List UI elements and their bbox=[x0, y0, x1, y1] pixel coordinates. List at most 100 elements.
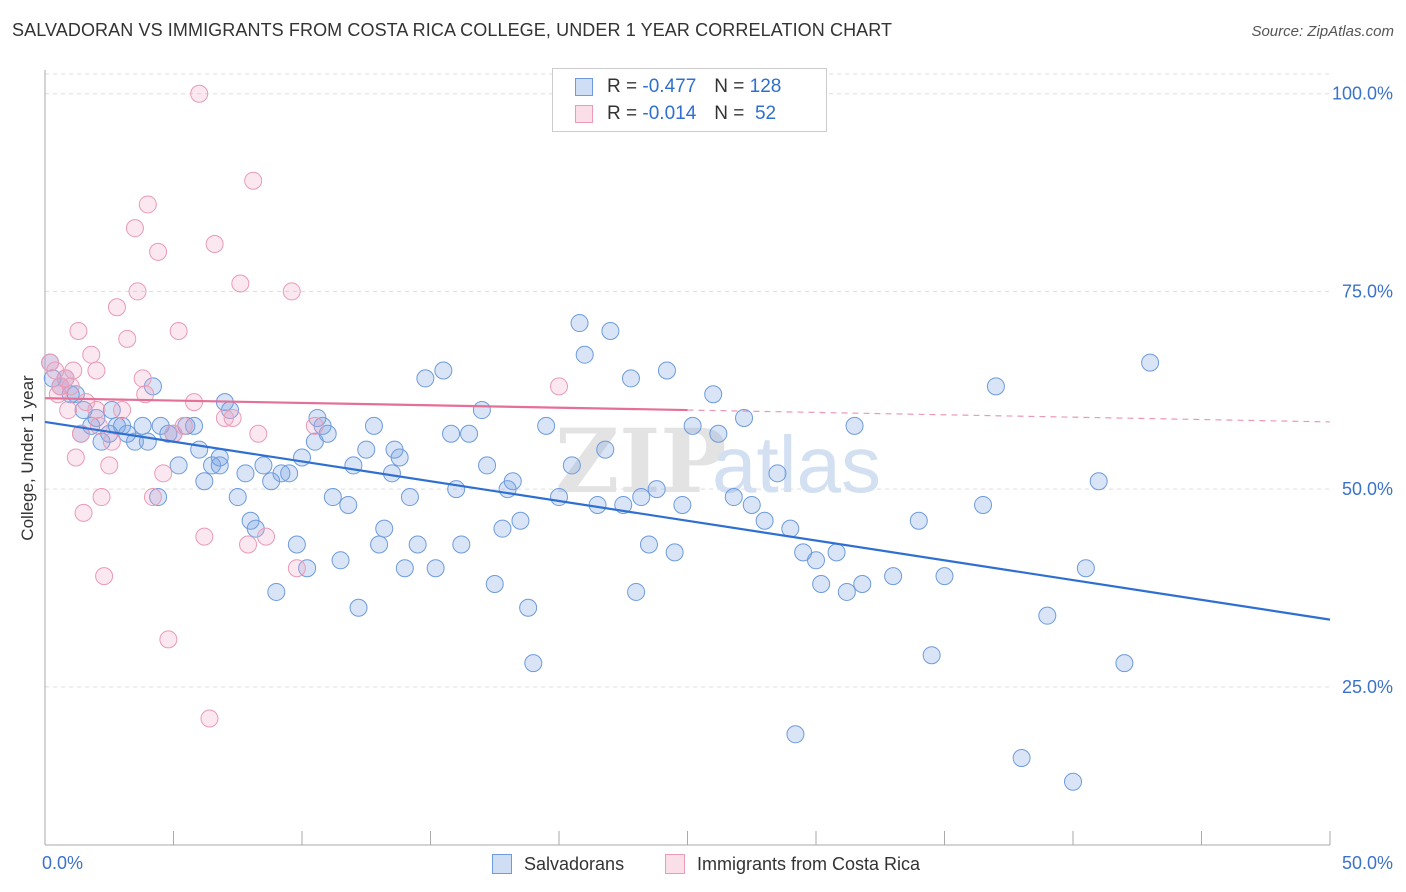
salvadoran-trend-line bbox=[44, 420, 1331, 621]
costa-rica-point bbox=[190, 84, 209, 103]
salvadoran-point bbox=[503, 472, 522, 491]
salvadoran-point bbox=[149, 488, 168, 507]
salvadoran-point bbox=[210, 448, 229, 467]
costa-rica-point bbox=[143, 488, 162, 507]
watermark-atlas: atlas bbox=[712, 420, 881, 509]
costa-rica-point bbox=[239, 535, 258, 554]
salvadoran-point bbox=[452, 535, 471, 554]
salvadoran-point bbox=[133, 416, 152, 435]
legend-row-costa-rica: R = -0.014 N = 52 bbox=[575, 101, 776, 127]
costa-rica-point bbox=[136, 385, 155, 404]
costa-rica-point bbox=[107, 298, 126, 317]
costa-rica-point bbox=[154, 464, 173, 483]
salvadoran-point bbox=[884, 567, 903, 586]
salvadoran-point bbox=[742, 495, 761, 514]
salvadoran-point bbox=[169, 456, 188, 475]
costa-rica-point bbox=[244, 171, 263, 190]
bottom-legend-swatch-blue bbox=[492, 854, 512, 874]
costa-rica-point bbox=[174, 416, 193, 435]
costa-rica-point bbox=[74, 503, 93, 522]
salvadoran-point bbox=[632, 488, 651, 507]
costa-rica-point bbox=[125, 219, 144, 238]
salvadoran-point bbox=[1089, 472, 1108, 491]
salvadoran-point bbox=[426, 559, 445, 578]
salvadoran-point bbox=[601, 321, 620, 340]
y-tick-label: 25.0% bbox=[1342, 677, 1393, 697]
salvadoran-point bbox=[519, 598, 538, 617]
costa-rica-point bbox=[113, 401, 132, 420]
salvadoran-point bbox=[986, 377, 1005, 396]
salvadoran-point bbox=[1115, 654, 1134, 673]
salvadoran-point bbox=[1012, 749, 1031, 768]
legend-swatch-blue bbox=[575, 78, 593, 96]
legend-r-label: R = bbox=[607, 76, 638, 97]
salvadoran-point bbox=[254, 456, 273, 475]
salvadoran-point bbox=[236, 464, 255, 483]
salvadoran-point bbox=[627, 582, 646, 601]
bottom-legend-costa-rica: Immigrants from Costa Rica bbox=[665, 852, 920, 876]
salvadoran-point bbox=[845, 416, 864, 435]
salvadoran-point bbox=[485, 575, 504, 594]
salvadoran-point bbox=[524, 654, 543, 673]
costa-rica-point bbox=[118, 329, 137, 348]
legend-r-label: R = bbox=[607, 103, 638, 124]
salvadoran-point bbox=[305, 432, 324, 451]
salvadoran-point bbox=[323, 488, 342, 507]
costa-rica-trend-line bbox=[44, 397, 688, 412]
salvadoran-point bbox=[794, 543, 813, 562]
salvadoran-point bbox=[639, 535, 658, 554]
salvadoran-point bbox=[755, 511, 774, 530]
costa-rica-point bbox=[149, 242, 168, 261]
correlation-legend: R = -0.477 N = 128 R = -0.014 N = 52 bbox=[552, 68, 827, 132]
costa-rica-point bbox=[59, 401, 78, 420]
salvadoran-point bbox=[570, 314, 589, 333]
costa-rica-point bbox=[82, 345, 101, 364]
salvadoran-point bbox=[472, 401, 491, 420]
salvadoran-point bbox=[151, 416, 170, 435]
costa-rica-point bbox=[282, 282, 301, 301]
x-tick-label-max: 50.0% bbox=[1342, 853, 1393, 873]
salvadoran-point bbox=[827, 543, 846, 562]
salvadoran-point bbox=[657, 361, 676, 380]
salvadoran-point bbox=[562, 456, 581, 475]
salvadoran-point bbox=[673, 495, 692, 514]
salvadoran-point bbox=[339, 495, 358, 514]
costa-rica-point bbox=[95, 567, 114, 586]
source-label: Source: ZipAtlas.com bbox=[1251, 23, 1394, 40]
salvadoran-point bbox=[853, 575, 872, 594]
salvadoran-point bbox=[735, 408, 754, 427]
costa-rica-point bbox=[64, 361, 83, 380]
costa-rica-point bbox=[223, 408, 242, 427]
legend-n-label: N = bbox=[714, 76, 745, 97]
salvadoran-point bbox=[434, 361, 453, 380]
costa-rica-point bbox=[205, 234, 224, 253]
salvadoran-point bbox=[683, 416, 702, 435]
y-axis-title: College, Under 1 year bbox=[18, 375, 37, 541]
salvadoran-point bbox=[287, 535, 306, 554]
salvadoran-point bbox=[210, 456, 229, 475]
salvadoran-point bbox=[385, 440, 404, 459]
salvadoran-point bbox=[807, 551, 825, 570]
salvadoran-point bbox=[665, 543, 684, 562]
chart-title: SALVADORAN VS IMMIGRANTS FROM COSTA RICA… bbox=[12, 20, 893, 40]
salvadoran-point bbox=[370, 535, 389, 554]
salvadoran-point bbox=[621, 369, 640, 388]
costa-rica-point bbox=[87, 361, 106, 380]
salvadoran-point bbox=[478, 456, 497, 475]
salvadoran-point bbox=[298, 559, 317, 578]
salvadoran-point bbox=[1038, 606, 1057, 625]
costa-rica-trend-extension bbox=[687, 409, 1331, 423]
salvadoran-point bbox=[375, 519, 394, 538]
salvadoran-point bbox=[195, 472, 214, 491]
costa-rica-point bbox=[102, 432, 121, 451]
salvadoran-point bbox=[647, 480, 666, 499]
costa-rica-point bbox=[550, 377, 568, 396]
salvadoran-point bbox=[511, 511, 530, 530]
salvadoran-point bbox=[724, 488, 743, 507]
costa-rica-point bbox=[100, 456, 119, 475]
salvadoran-point bbox=[228, 488, 247, 507]
y-tick-label: 50.0% bbox=[1342, 479, 1393, 499]
salvadoran-point bbox=[267, 582, 286, 601]
salvadoran-point bbox=[272, 464, 291, 483]
costa-rica-point bbox=[195, 527, 214, 546]
